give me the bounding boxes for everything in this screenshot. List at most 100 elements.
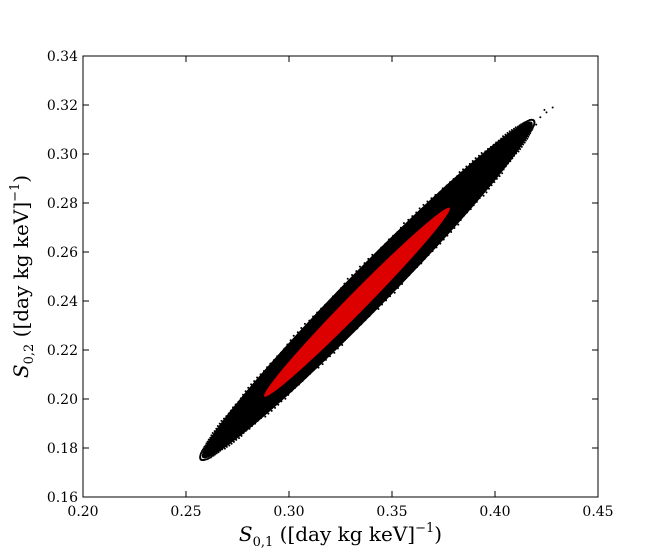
scatter-point: [312, 315, 315, 318]
y-tick-label: 0.22: [47, 343, 78, 359]
scatter-point: [212, 454, 215, 457]
scatter-point: [206, 440, 209, 443]
scatter-point: [259, 417, 262, 420]
scatter-point: [238, 437, 241, 440]
scatter-point: [225, 415, 228, 418]
scatter-point: [372, 310, 375, 313]
scatter-point: [520, 145, 523, 148]
scatter-point: [207, 438, 210, 441]
y-tick-label: 0.32: [47, 98, 78, 114]
x-tick-label: 0.45: [582, 504, 613, 520]
scatter-point: [308, 319, 311, 322]
scatter-point: [331, 295, 334, 298]
scatter-point: [524, 139, 527, 142]
scatter-point: [225, 445, 228, 448]
scatter-point: [431, 250, 434, 253]
scatter-point: [377, 308, 380, 311]
scatter-point: [513, 154, 516, 157]
x-axis-label: S0,1 ([day kg keV]−1): [239, 521, 442, 550]
scatter-point: [404, 278, 407, 281]
scatter-point: [445, 184, 448, 187]
scatter-point: [274, 406, 277, 409]
scatter-point: [452, 178, 455, 181]
plot-data-layer: [199, 106, 554, 462]
scatter-point: [532, 119, 535, 122]
scatter-point: [209, 436, 212, 439]
scatter-point: [511, 157, 514, 160]
scatter-point: [416, 266, 419, 269]
scatter-point: [399, 226, 402, 229]
scatter-point: [396, 231, 399, 234]
scatter-point: [213, 453, 216, 456]
scatter-point: [364, 319, 367, 322]
scatter-point: [439, 242, 442, 245]
scatter-point: [242, 431, 245, 434]
x-tick-label: 0.40: [479, 504, 510, 520]
scatter-point: [474, 157, 477, 160]
scatter-point: [397, 287, 400, 290]
scatter-point: [210, 434, 213, 437]
scatter-point: [493, 181, 496, 184]
scatter-point: [254, 422, 257, 425]
scatter-point: [500, 137, 503, 140]
scatter-point: [520, 123, 523, 126]
y-tick-label: 0.30: [47, 147, 78, 163]
x-axis-label-superscript: −1: [415, 521, 434, 536]
scatter-point: [234, 403, 237, 406]
scatter-point: [228, 444, 231, 447]
scatter-point: [276, 355, 279, 358]
scatter-point: [392, 234, 395, 237]
scatter-point: [471, 159, 474, 162]
scatter-point: [504, 133, 507, 136]
scatter-point: [227, 412, 230, 415]
scatter-point: [292, 334, 295, 337]
scatter-point: [502, 135, 505, 138]
scatter-point: [446, 234, 449, 237]
scatter-point: [290, 390, 293, 393]
y-axis-label-close: ): [9, 175, 33, 183]
x-axis-label-subscript: 0,1: [253, 535, 274, 550]
scatter-point: [232, 440, 235, 443]
inner-region: [264, 207, 450, 397]
scatter-point: [316, 311, 319, 314]
scatter-point: [336, 347, 339, 350]
y-axis-label: S0,2 ([day kg keV]−1): [8, 175, 37, 378]
scatter-point: [264, 415, 267, 418]
scatter-point: [272, 359, 275, 362]
scatter-point: [482, 194, 485, 197]
scatter-point: [223, 447, 226, 450]
scatter-point: [321, 363, 324, 366]
scatter-point: [514, 126, 517, 129]
scatter-point: [253, 380, 256, 383]
scatter-point: [498, 175, 501, 178]
scatter-point: [202, 447, 205, 450]
scatter-point: [297, 383, 300, 386]
scatter-point: [459, 218, 462, 221]
scatter-point: [266, 366, 269, 369]
scatter-point: [324, 303, 327, 306]
scatter-point: [320, 307, 323, 310]
scatter-point: [475, 200, 478, 203]
scatter-point: [453, 227, 456, 230]
scatter-point: [231, 406, 234, 409]
scatter-point: [279, 351, 282, 354]
scatter-point: [526, 137, 529, 140]
scatter-point: [485, 191, 488, 194]
scatter-point: [519, 148, 522, 151]
scatter-point: [294, 386, 297, 389]
scatter-point: [438, 191, 441, 194]
scatter-point: [371, 253, 374, 256]
scatter-point: [250, 383, 253, 386]
scatter-point: [490, 184, 493, 187]
scatter-point: [351, 273, 354, 276]
scatter-point: [230, 442, 233, 445]
scatter-point: [528, 133, 531, 136]
scatter-point: [486, 147, 489, 150]
scatter-point: [360, 323, 363, 326]
scatter-point: [248, 427, 251, 430]
scatter-point: [341, 344, 344, 347]
scatter-point: [358, 265, 361, 268]
scatter-point: [512, 127, 515, 130]
scatter-point: [477, 154, 480, 157]
scatter-point: [301, 380, 304, 383]
